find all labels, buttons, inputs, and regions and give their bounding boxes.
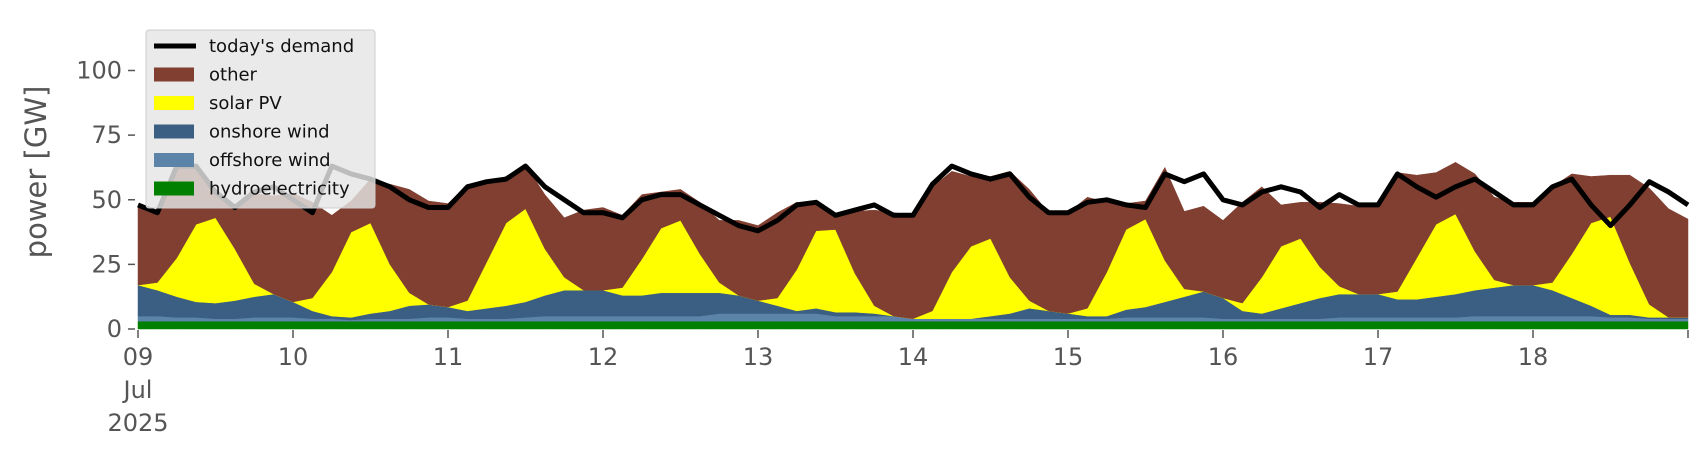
legend-label: onshore wind [209, 122, 330, 143]
area-other [137, 162, 1689, 319]
legend-label: other [209, 65, 258, 86]
legend-box [145, 29, 376, 209]
x-tick-label: Jul [122, 376, 153, 404]
x-tick-label: 11 [433, 343, 464, 371]
legend-swatch [154, 181, 194, 196]
x-tick-label: 17 [1363, 343, 1394, 371]
legend-swatch [154, 96, 194, 110]
x-tick-label: 13 [743, 343, 774, 371]
legend-label: hydroelectricity [209, 179, 350, 200]
y-tick-label: 100 [76, 57, 122, 85]
y-tick-label: 25 [91, 250, 122, 278]
x-tick-label: 15 [1053, 343, 1084, 371]
demand-line-layer [137, 163, 1690, 234]
legend-label: offshore wind [209, 150, 331, 171]
legend-swatch [154, 124, 194, 139]
x-tick-label: 14 [898, 343, 929, 371]
x-tick-label: 10 [278, 343, 309, 371]
x-ticks: 09 Jul 2025 10 11 12 13 14 15 16 17 18 [107, 330, 1689, 437]
area-hydroelectricity [137, 320, 1689, 330]
y-tick-label: 75 [91, 121, 122, 149]
x-tick-label: 12 [588, 343, 619, 371]
legend-label: solar PV [209, 93, 282, 114]
legend: today's demand other solar PV onshore wind o… [145, 29, 376, 209]
line-todays-demand [137, 163, 1690, 234]
legend-label: today's demand [209, 36, 354, 57]
x-tick-label: 2025 [107, 409, 168, 437]
y-ticks: 0 25 50 75 100 [76, 57, 135, 343]
x-tick-label: 09 [123, 343, 154, 371]
x-tick-label: 16 [1208, 343, 1239, 371]
legend-swatch [154, 153, 194, 167]
x-tick-label: 18 [1518, 343, 1549, 371]
y-axis-label: power [GW] [19, 86, 53, 259]
y-tick-label: 0 [107, 315, 122, 343]
stacked-areas [137, 162, 1689, 330]
y-tick-label: 50 [91, 186, 122, 214]
legend-swatch [154, 67, 194, 82]
